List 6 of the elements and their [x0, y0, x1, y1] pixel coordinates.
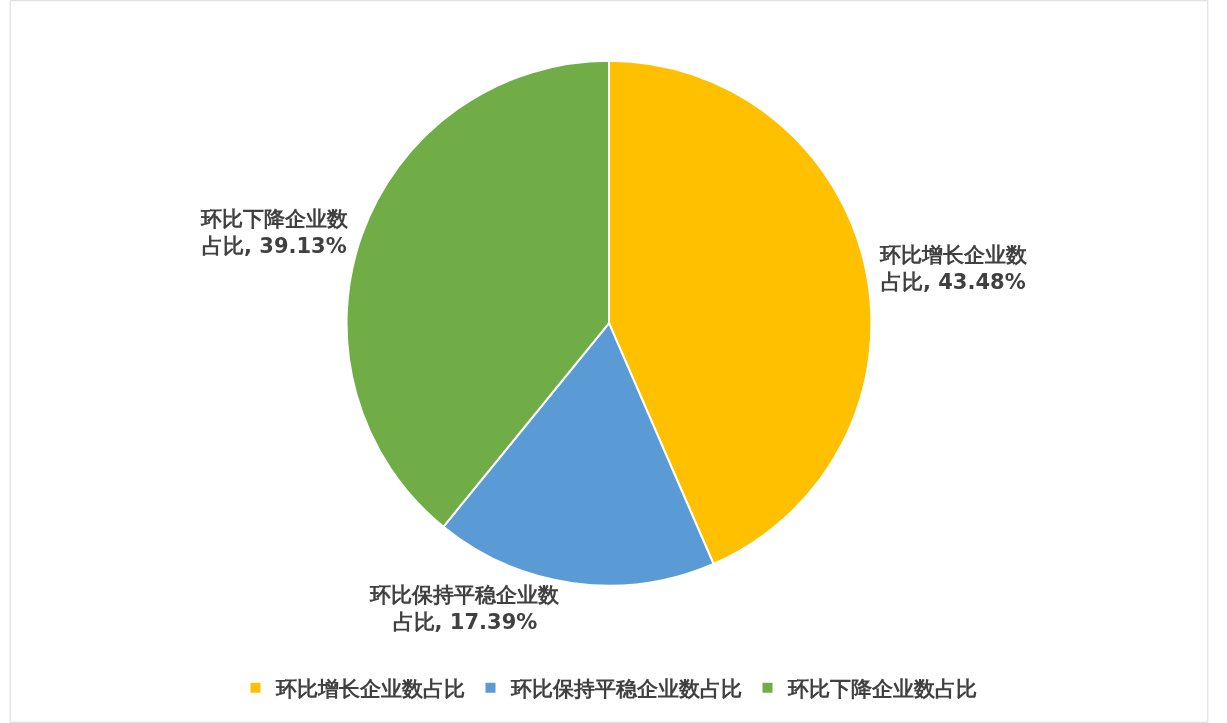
data-label: 环比增长企业数占比, 43.48% — [878, 243, 1028, 295]
data-label: 环比保持平稳企业数占比, 17.39% — [369, 582, 561, 635]
legend-label: 环比保持平稳企业数占比 — [509, 676, 742, 701]
data-label: 环比下降企业数占比, 39.13% — [199, 206, 349, 259]
legend-label: 环比下降企业数占比 — [786, 676, 977, 701]
legend-label: 环比增长企业数占比 — [274, 676, 465, 701]
